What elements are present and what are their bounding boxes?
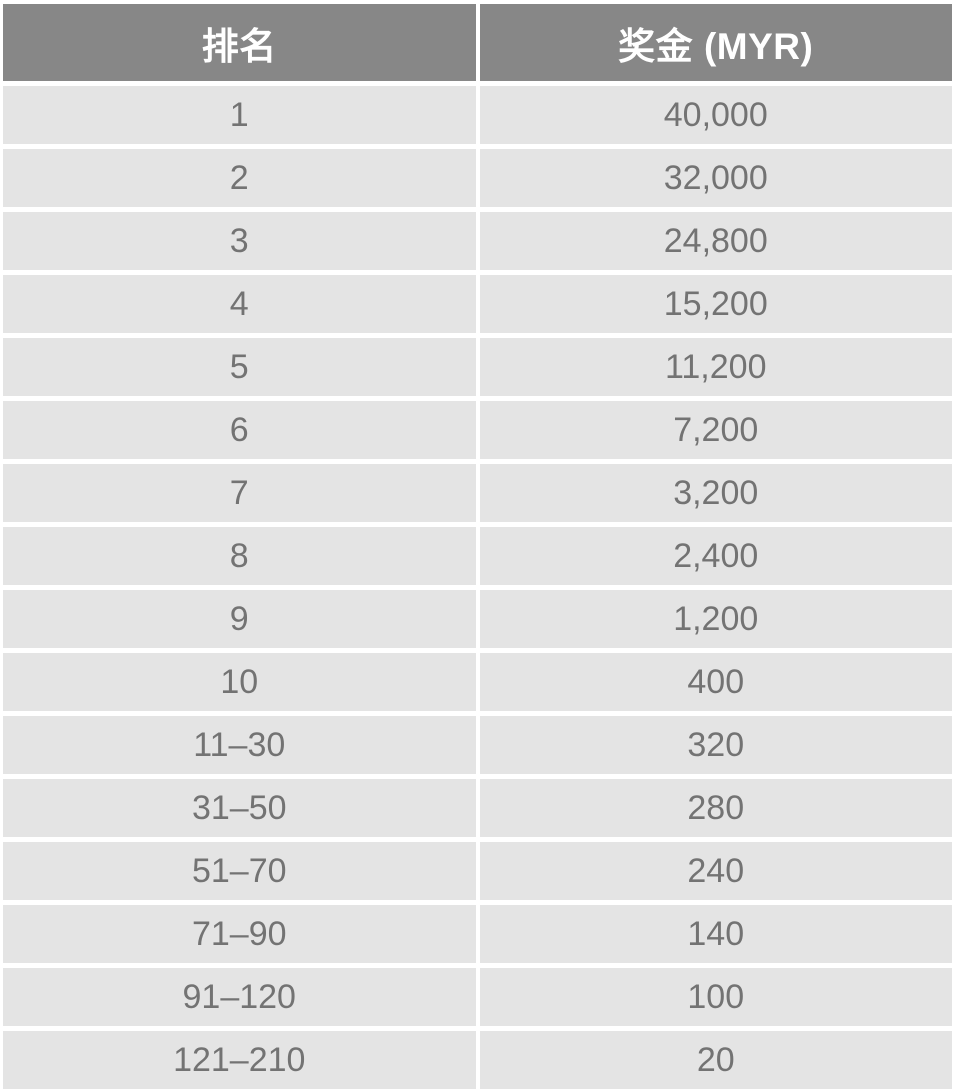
prize-cell: 40,000 (479, 86, 952, 144)
rank-cell: 121–210 (3, 1031, 476, 1089)
header-cell-prize: 奖金 (MYR) (479, 4, 952, 81)
rank-cell: 71–90 (3, 905, 476, 963)
rank-cell: 1 (3, 86, 476, 144)
rank-cell: 91–120 (3, 968, 476, 1026)
prize-table: 排名 奖金 (MYR) 1 40,000 2 32,000 3 24,800 4… (3, 4, 952, 1089)
prize-cell: 100 (479, 968, 952, 1026)
rank-cell: 10 (3, 653, 476, 711)
prize-cell: 400 (479, 653, 952, 711)
rank-cell: 9 (3, 590, 476, 648)
prize-cell: 140 (479, 905, 952, 963)
prize-cell: 32,000 (479, 149, 952, 207)
prize-cell: 15,200 (479, 275, 952, 333)
prize-cell: 2,400 (479, 527, 952, 585)
rank-cell: 31–50 (3, 779, 476, 837)
rank-cell: 5 (3, 338, 476, 396)
prize-cell: 240 (479, 842, 952, 900)
rank-cell: 7 (3, 464, 476, 522)
prize-cell: 1,200 (479, 590, 952, 648)
rank-cell: 3 (3, 212, 476, 270)
prize-cell: 20 (479, 1031, 952, 1089)
prize-cell: 24,800 (479, 212, 952, 270)
prize-cell: 7,200 (479, 401, 952, 459)
prize-cell: 320 (479, 716, 952, 774)
rank-cell: 51–70 (3, 842, 476, 900)
header-cell-rank: 排名 (3, 4, 476, 81)
rank-cell: 4 (3, 275, 476, 333)
prize-cell: 11,200 (479, 338, 952, 396)
rank-cell: 2 (3, 149, 476, 207)
rank-cell: 11–30 (3, 716, 476, 774)
rank-cell: 6 (3, 401, 476, 459)
prize-cell: 3,200 (479, 464, 952, 522)
prize-cell: 280 (479, 779, 952, 837)
rank-cell: 8 (3, 527, 476, 585)
